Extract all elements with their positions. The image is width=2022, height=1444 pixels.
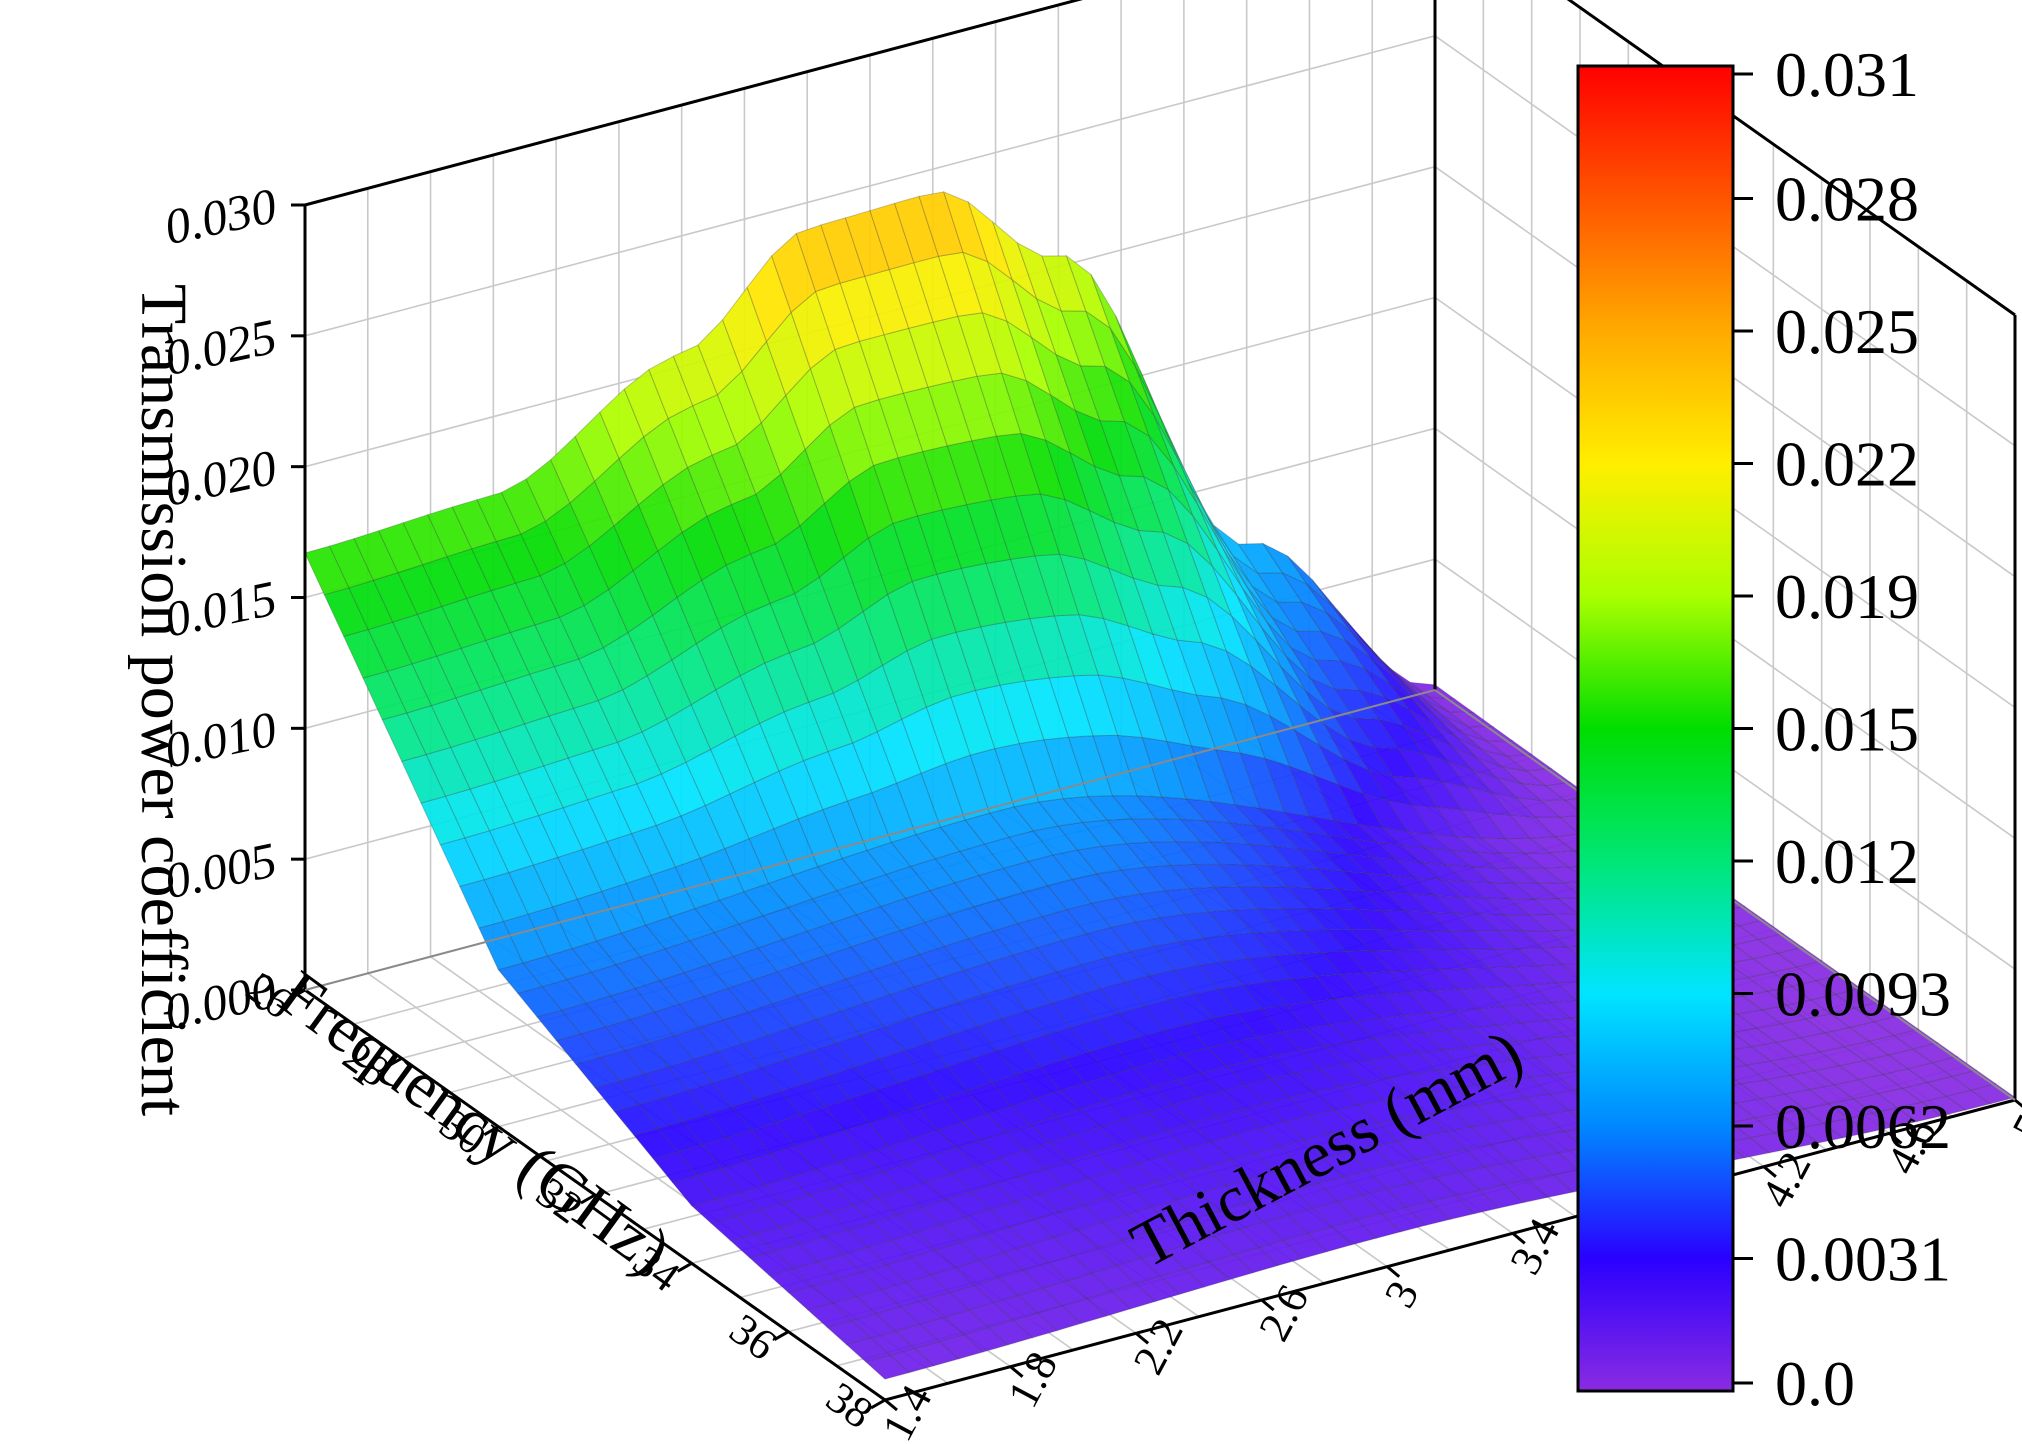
x-tick-label: 38 — [818, 1373, 882, 1439]
colorbar-tick-label: 0.012 — [1775, 826, 1919, 897]
colorbar-tick-label: 0.0 — [1775, 1348, 1855, 1419]
colorbar-tick-label: 0.0031 — [1775, 1224, 1951, 1295]
colorbar-tick-label: 0.025 — [1775, 296, 1919, 367]
colorbar-gradient — [1576, 64, 1735, 1393]
colorbar-tick-label: 0.022 — [1775, 429, 1919, 500]
x-tick-label: 36 — [721, 1304, 785, 1370]
z-tick-label: 0.030 — [160, 177, 282, 255]
colorbar: 0.031 0.028 0.025 0.022 0.019 0.015 0.012 0.009… — [1576, 39, 1951, 1419]
colorbar-ticks: 0.031 0.028 0.025 0.022 0.019 0.015 0.012 0.009… — [1733, 39, 1951, 1419]
colorbar-tick-label: 0.028 — [1775, 164, 1919, 235]
transmission-surface — [304, 191, 2017, 1380]
colorbar-tick-label: 0.015 — [1775, 694, 1919, 765]
y-tick-label: 5 — [2003, 1106, 2022, 1148]
colorbar-tick-label: 0.019 — [1775, 561, 1919, 632]
colorbar-tick-label: 0.0093 — [1775, 959, 1951, 1030]
z-axis-label: Transmission power coefficient — [127, 284, 200, 1116]
y-tick-label: 3 — [1375, 1273, 1429, 1315]
colorbar-tick-label: 0.031 — [1775, 39, 1919, 110]
colorbar-tick-label: 0.0062 — [1775, 1091, 1951, 1162]
